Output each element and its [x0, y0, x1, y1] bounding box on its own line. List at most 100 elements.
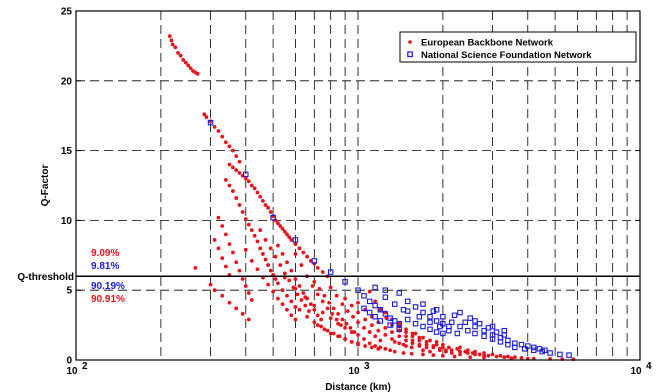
european-point [446, 345, 451, 350]
european-point [348, 325, 353, 330]
european-point [202, 112, 207, 117]
european-point [571, 357, 576, 362]
european-point [301, 291, 306, 295]
nsf-point [446, 327, 452, 334]
european-point [390, 330, 394, 334]
european-point [268, 210, 273, 214]
european-point [482, 351, 486, 355]
european-point [237, 171, 242, 175]
nsf-point [382, 294, 389, 300]
european-point [339, 323, 343, 327]
european-point [421, 335, 425, 340]
european-point [280, 302, 285, 307]
european-point [349, 339, 354, 344]
european-point [312, 261, 317, 266]
european-point [263, 257, 268, 262]
european-point [417, 338, 422, 343]
european-point [410, 331, 415, 336]
european-point [252, 233, 257, 238]
european-point [351, 314, 355, 319]
european-point [276, 221, 280, 226]
european-point [340, 317, 345, 322]
european-point [260, 198, 265, 203]
nsf-point [433, 329, 440, 335]
nsf-point [433, 318, 440, 324]
european-point [397, 341, 402, 346]
european-point [176, 50, 180, 55]
european-point [289, 238, 294, 242]
european-point [280, 288, 285, 293]
nsf-point [400, 306, 407, 313]
european-point [208, 282, 213, 287]
european-point [440, 342, 445, 347]
european-point [216, 129, 221, 133]
european-point [421, 352, 425, 357]
european-point [336, 334, 340, 339]
european-point [246, 179, 251, 184]
european-point [237, 159, 242, 164]
european-point [331, 331, 336, 336]
european-point [249, 183, 254, 188]
nsf-point [525, 343, 531, 349]
legend-label-european: European Backbone Network [421, 38, 554, 49]
european-point [509, 356, 514, 361]
european-point [410, 334, 415, 339]
annotation-red-top: 9.09% [91, 248, 119, 259]
european-point [289, 268, 294, 273]
nsf-point [342, 279, 348, 285]
european-point [276, 281, 280, 286]
nsf-point [207, 119, 214, 126]
european-point [343, 296, 347, 301]
nsf-point [366, 298, 373, 305]
nsf-point [501, 327, 507, 334]
european-point [383, 346, 388, 351]
european-point [240, 277, 245, 281]
european-point [343, 325, 347, 330]
nsf-point [396, 320, 402, 327]
european-point [287, 235, 292, 240]
nsf-point [497, 339, 504, 345]
nsf-point [433, 306, 440, 313]
european-point [188, 66, 193, 71]
nsf-point [392, 318, 398, 324]
european-point [276, 296, 280, 301]
european-point [293, 305, 298, 309]
european-point [263, 203, 268, 207]
european-point [223, 264, 228, 269]
european-point [293, 286, 298, 291]
plot-frame [75, 10, 641, 361]
nsf-point [404, 298, 411, 305]
nsf-point [440, 330, 446, 337]
european-point [349, 303, 354, 308]
european-point [227, 162, 232, 167]
european-point [266, 263, 271, 267]
european-point [243, 284, 248, 288]
european-point [287, 278, 292, 283]
european-point [362, 325, 366, 330]
european-point [390, 337, 394, 341]
x-axis-label: Distance (km) [325, 382, 391, 392]
european-point [271, 289, 276, 294]
y-tick-label: 10 [61, 216, 73, 227]
european-point [494, 354, 499, 359]
nsf-point [327, 269, 334, 275]
european-point [413, 331, 418, 336]
european-point [325, 306, 330, 311]
european-point [440, 353, 445, 358]
x-tick-exponent: 4 [646, 361, 652, 372]
legend-box [399, 31, 637, 63]
european-point [519, 356, 524, 360]
european-point [428, 338, 432, 343]
european-point [404, 330, 408, 334]
nsf-point [387, 322, 393, 328]
european-point [280, 226, 285, 231]
nsf-point [566, 352, 572, 358]
legend: European Backbone Network National Scien… [399, 31, 637, 63]
nsf-point [457, 309, 463, 316]
european-point [293, 242, 298, 247]
nsf-point [311, 258, 318, 264]
european-point [220, 256, 225, 260]
nsf-point [437, 323, 443, 330]
european-point [227, 300, 232, 305]
european-point [181, 57, 186, 62]
